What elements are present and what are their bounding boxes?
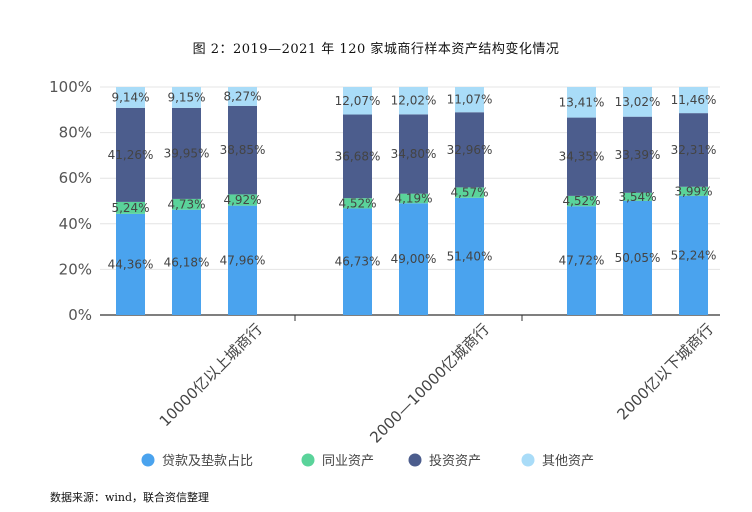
data-label: 50,05% <box>615 251 661 265</box>
bar-segment <box>343 114 372 199</box>
x-category-label: 2000亿以下城商行 <box>613 320 716 423</box>
data-label: 3,99% <box>674 184 712 198</box>
data-label: 4,52% <box>338 196 376 210</box>
data-label: 9,15% <box>167 90 205 104</box>
data-label: 4,52% <box>562 194 600 208</box>
data-label: 4,92% <box>223 193 261 207</box>
bar-segment <box>343 198 372 209</box>
data-label: 8,27% <box>223 89 261 103</box>
chart-title: 图 2：2019—2021 年 120 家城商行样本资产结构变化情况 <box>192 42 560 57</box>
bar-segment <box>172 107 201 199</box>
y-tick-label: 80% <box>59 124 92 142</box>
x-category-label: 2000—10000亿城商行 <box>366 320 493 447</box>
data-label: 38,85% <box>220 143 266 157</box>
data-label: 9,14% <box>111 90 149 104</box>
data-label: 44,36% <box>108 257 154 271</box>
bar-segment <box>567 117 596 196</box>
data-label: 12,02% <box>391 94 437 108</box>
data-label: 4,57% <box>450 186 488 200</box>
bar-segment <box>623 87 652 117</box>
bar-segment <box>172 198 201 210</box>
y-tick-label: 20% <box>59 260 92 278</box>
data-labels: 44,36% 5,24% 41,26% 9,14% 46,18% 4,73% 39,95% 9… <box>108 89 717 271</box>
bar-segment <box>455 197 484 315</box>
bar-segment <box>623 192 652 201</box>
bar-segment <box>228 194 257 206</box>
legend-label: 贷款及垫款占比 <box>162 453 253 469</box>
y-tick-label: 0% <box>68 306 92 324</box>
y-tick-label: 100% <box>49 78 92 96</box>
bar-segment <box>116 201 145 214</box>
x-category-label: 10000亿以上城商行 <box>156 320 266 430</box>
data-label: 47,96% <box>220 253 266 267</box>
legend-label: 其他资产 <box>542 454 594 469</box>
bar-segment <box>455 112 484 188</box>
source-note: 数据来源：wind，联合资信整理 <box>50 491 210 504</box>
bar-segment <box>172 86 201 108</box>
bar-segment <box>679 186 708 196</box>
data-label: 4,19% <box>394 192 432 206</box>
data-label: 47,72% <box>559 254 605 268</box>
bar-segment <box>228 105 257 195</box>
data-label: 34,80% <box>391 147 437 161</box>
data-label: 13,41% <box>559 95 605 109</box>
data-label: 32,31% <box>671 143 717 157</box>
legend-label: 同业资产 <box>322 454 374 469</box>
bar-segment <box>679 195 708 315</box>
data-label: 11,46% <box>671 93 717 107</box>
bar-segment <box>399 203 428 315</box>
legend: 贷款及垫款占比 同业资产 投资资产 其他资产 <box>141 453 594 469</box>
data-label: 3,54% <box>618 190 656 204</box>
bar-segment <box>567 195 596 207</box>
data-label: 41,26% <box>108 148 154 162</box>
data-label: 36,68% <box>335 149 381 163</box>
y-axis: 0% 20% 40% 60% 80% 100% <box>49 78 92 324</box>
bar-segment <box>455 87 484 113</box>
bar-segment <box>623 116 652 193</box>
bar-segment <box>116 107 145 202</box>
data-label: 4,73% <box>167 197 205 211</box>
legend-marker <box>408 453 422 467</box>
bar-segment <box>116 87 145 108</box>
data-label: 33,39% <box>615 148 661 162</box>
bar-segment <box>679 87 708 114</box>
data-label: 46,18% <box>164 255 210 269</box>
bar-segment <box>399 114 428 194</box>
legend-label: 投资资产 <box>429 453 481 469</box>
data-label: 46,73% <box>335 255 381 269</box>
bar-segment <box>567 87 596 118</box>
data-label: 49,00% <box>391 252 437 266</box>
y-tick-label: 40% <box>59 215 92 233</box>
data-label: 32,96% <box>447 143 493 157</box>
bar-segment <box>343 208 372 315</box>
bar-segment <box>228 205 257 315</box>
data-label: 11,07% <box>447 93 493 107</box>
data-label: 34,35% <box>559 150 605 164</box>
data-label: 39,95% <box>164 146 210 160</box>
data-label: 5,24% <box>111 201 149 215</box>
x-axis: 10000亿以上城商行 2000—10000亿城商行 2000亿以下城商行 <box>156 315 717 447</box>
bar-segment <box>567 206 596 315</box>
y-tick-label: 60% <box>59 169 92 187</box>
bars <box>116 86 708 315</box>
legend-marker <box>301 453 315 467</box>
bar-segment <box>228 87 257 106</box>
data-label: 52,24% <box>671 248 717 262</box>
data-label: 12,07% <box>335 94 381 108</box>
bar-segment <box>455 187 484 198</box>
data-label: 13,02% <box>615 95 661 109</box>
bar-segment <box>623 200 652 315</box>
bar-segment <box>116 213 145 315</box>
bar-segment <box>399 86 428 115</box>
bar-segment <box>172 209 201 315</box>
legend-marker <box>141 453 155 467</box>
legend-marker <box>521 453 535 467</box>
data-label: 51,40% <box>447 249 493 263</box>
bar-segment <box>679 113 708 187</box>
bar-segment <box>399 193 428 204</box>
bar-segment <box>343 87 372 115</box>
